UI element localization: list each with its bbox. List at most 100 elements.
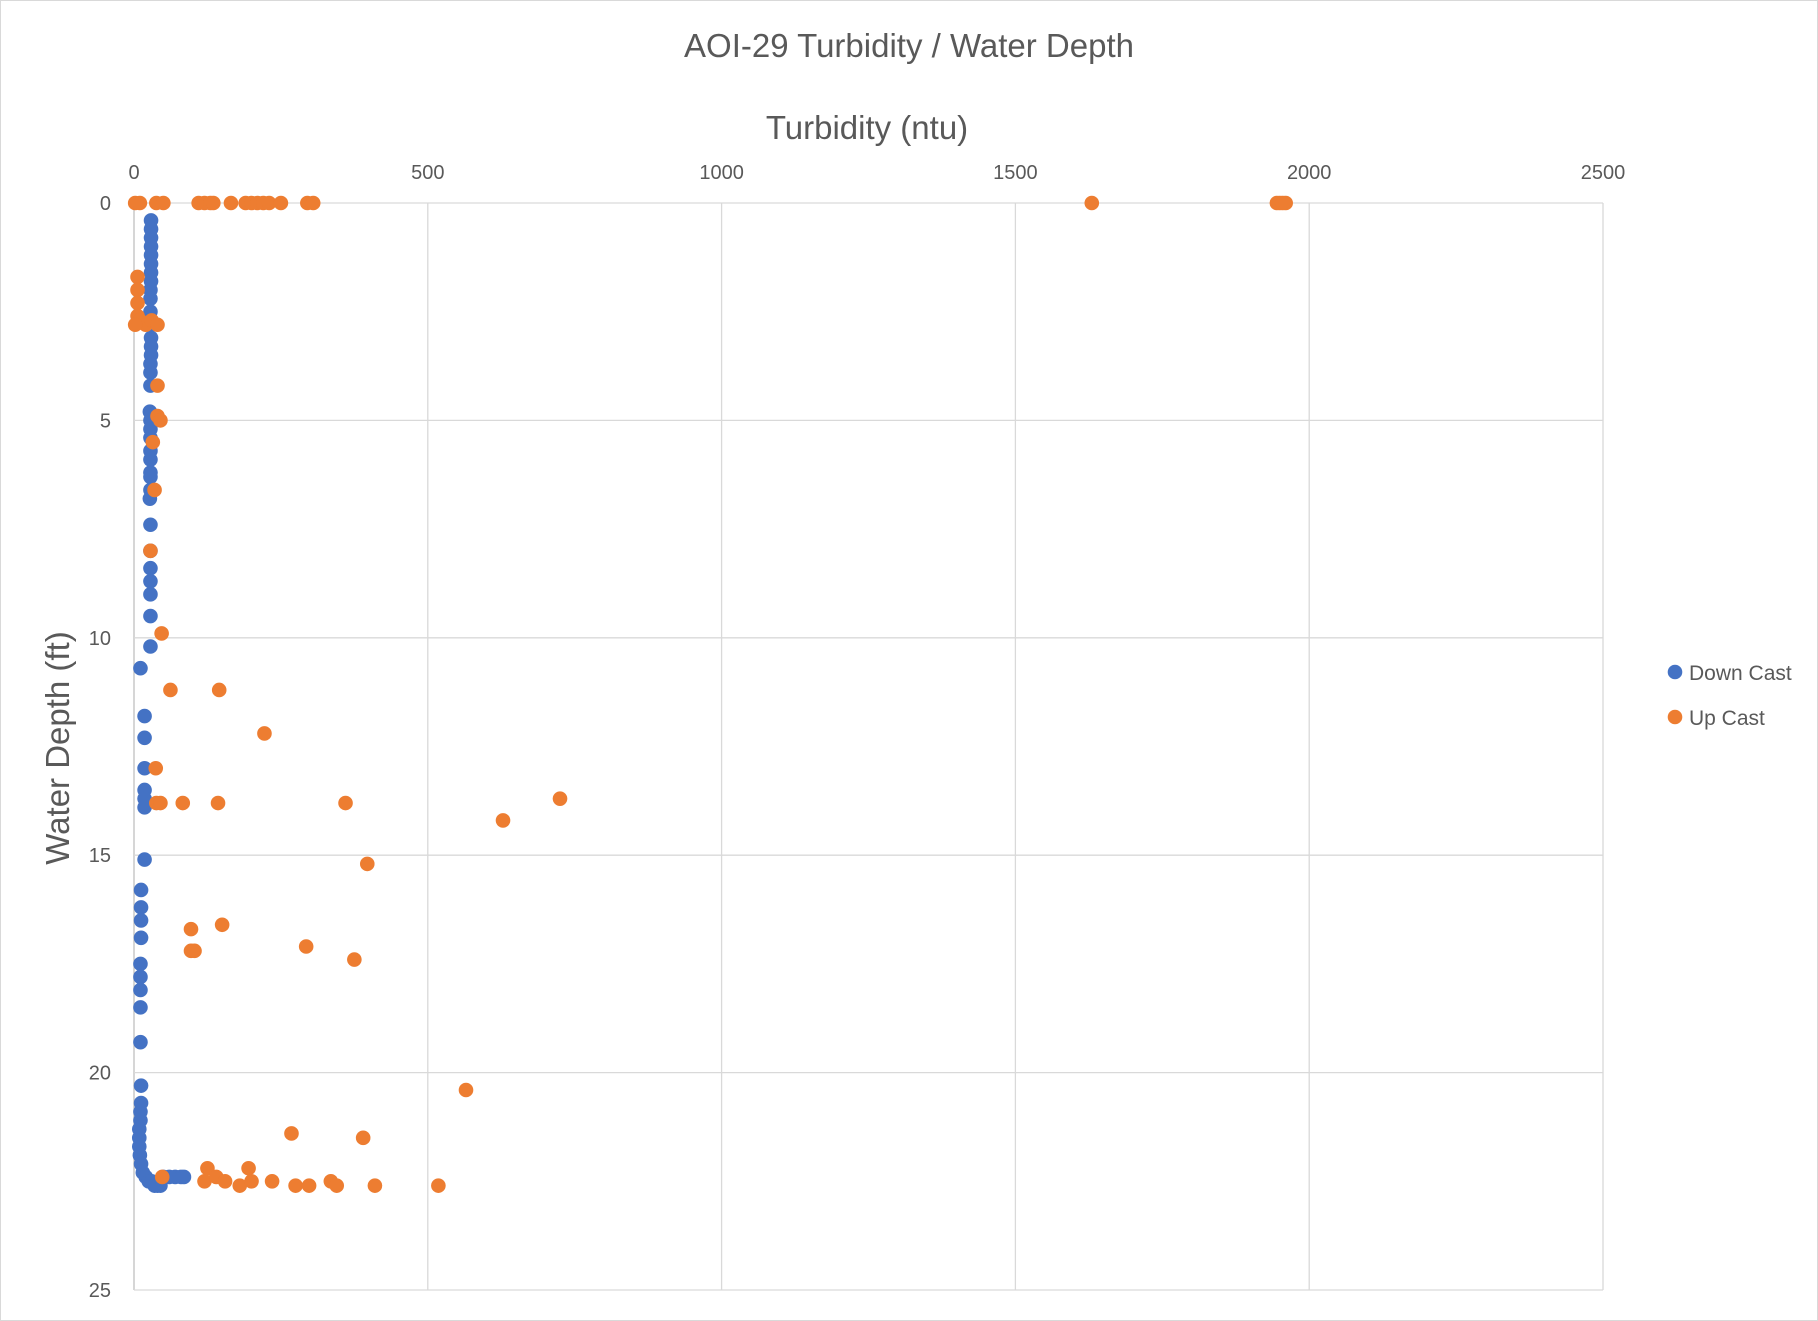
data-point <box>273 195 289 211</box>
data-point <box>217 1174 233 1189</box>
y-tick-label: 5 <box>100 410 111 432</box>
data-point <box>211 682 227 698</box>
data-point <box>1278 195 1293 211</box>
data-point <box>137 730 152 746</box>
data-point <box>257 726 272 741</box>
data-point <box>552 791 568 806</box>
data-point <box>154 1169 170 1185</box>
data-point <box>347 952 362 967</box>
data-point <box>133 956 148 972</box>
data-point <box>137 760 152 776</box>
y-tick-label: 10 <box>89 628 111 650</box>
series-down-cast <box>131 213 192 1193</box>
y-axis-title: Water Depth (ft) <box>39 631 76 865</box>
data-point <box>132 195 148 211</box>
gridlines <box>133 202 1604 1291</box>
data-point <box>137 852 152 867</box>
data-point <box>130 269 145 285</box>
data-point <box>133 913 149 928</box>
data-point <box>133 1000 148 1015</box>
data-point <box>127 317 143 333</box>
data-point <box>183 921 199 937</box>
x-tick-label: 1500 <box>993 162 1038 184</box>
data-point <box>137 708 152 724</box>
data-point <box>143 608 158 624</box>
data-point <box>176 1169 192 1185</box>
data-point <box>133 900 149 915</box>
data-point <box>133 1078 149 1093</box>
legend-label: Down Cast <box>1689 662 1792 685</box>
data-point <box>133 930 149 946</box>
data-point <box>153 413 168 428</box>
data-point <box>355 1130 371 1146</box>
data-point <box>244 1174 259 1189</box>
x-axis-title: Turbidity (ntu) <box>766 109 968 146</box>
data-point <box>359 856 375 872</box>
data-point <box>147 482 162 498</box>
data-point <box>133 882 149 898</box>
legend-marker <box>1667 664 1683 680</box>
data-point <box>264 1174 280 1189</box>
data-point <box>150 378 165 393</box>
data-point <box>133 969 148 985</box>
data-point <box>206 195 221 211</box>
data-point <box>329 1178 345 1193</box>
data-point <box>367 1178 383 1193</box>
x-tick-label: 2000 <box>1287 162 1332 184</box>
data-point <box>163 682 178 698</box>
chart-title: AOI-29 Turbidity / Water Depth <box>684 27 1134 64</box>
data-point <box>156 195 171 211</box>
data-point <box>495 813 511 828</box>
series-up-cast <box>127 195 1293 1193</box>
data-point <box>187 943 202 959</box>
data-point <box>458 1082 474 1098</box>
data-point <box>143 291 158 306</box>
data-point <box>143 469 158 485</box>
y-tick-label: 15 <box>89 845 111 867</box>
data-point <box>284 1126 299 1141</box>
data-point <box>214 917 230 933</box>
data-point <box>154 626 169 641</box>
data-point <box>241 1160 256 1176</box>
x-tick-label: 1000 <box>699 162 744 184</box>
data-point <box>143 365 158 380</box>
data-point <box>143 573 158 589</box>
data-point <box>143 639 158 654</box>
data-point <box>130 295 145 311</box>
data-point <box>197 1174 212 1189</box>
data-point <box>143 452 158 467</box>
data-point <box>143 543 158 559</box>
data-point <box>288 1178 303 1193</box>
legend: Down Cast Up Cast <box>1667 662 1792 730</box>
data-point <box>175 795 191 811</box>
data-point <box>301 1178 317 1193</box>
data-point <box>431 1178 446 1193</box>
tick-labels: 0 500 1000 1500 2000 2500 0 5 10 15 20 25 <box>89 162 1626 1302</box>
x-tick-label: 2500 <box>1581 162 1626 184</box>
data-points <box>127 195 1293 1193</box>
data-point <box>143 587 158 602</box>
data-point <box>143 560 158 576</box>
x-tick-label: 500 <box>411 162 444 184</box>
x-tick-label: 0 <box>128 162 139 184</box>
data-point <box>153 795 168 811</box>
legend-label: Up Cast <box>1689 707 1765 730</box>
data-point <box>145 434 161 450</box>
data-point <box>133 1034 148 1050</box>
data-point <box>298 939 314 954</box>
data-point <box>137 800 152 815</box>
data-point <box>305 195 321 211</box>
data-point <box>150 317 165 333</box>
y-tick-label: 25 <box>89 1280 111 1302</box>
data-point <box>338 795 353 811</box>
data-point <box>148 760 164 776</box>
y-tick-label: 20 <box>89 1063 111 1085</box>
data-point <box>1084 195 1100 211</box>
legend-marker <box>1667 709 1683 725</box>
data-point <box>261 195 277 211</box>
data-point <box>130 282 145 298</box>
data-point <box>133 660 148 676</box>
data-point <box>232 1178 248 1193</box>
